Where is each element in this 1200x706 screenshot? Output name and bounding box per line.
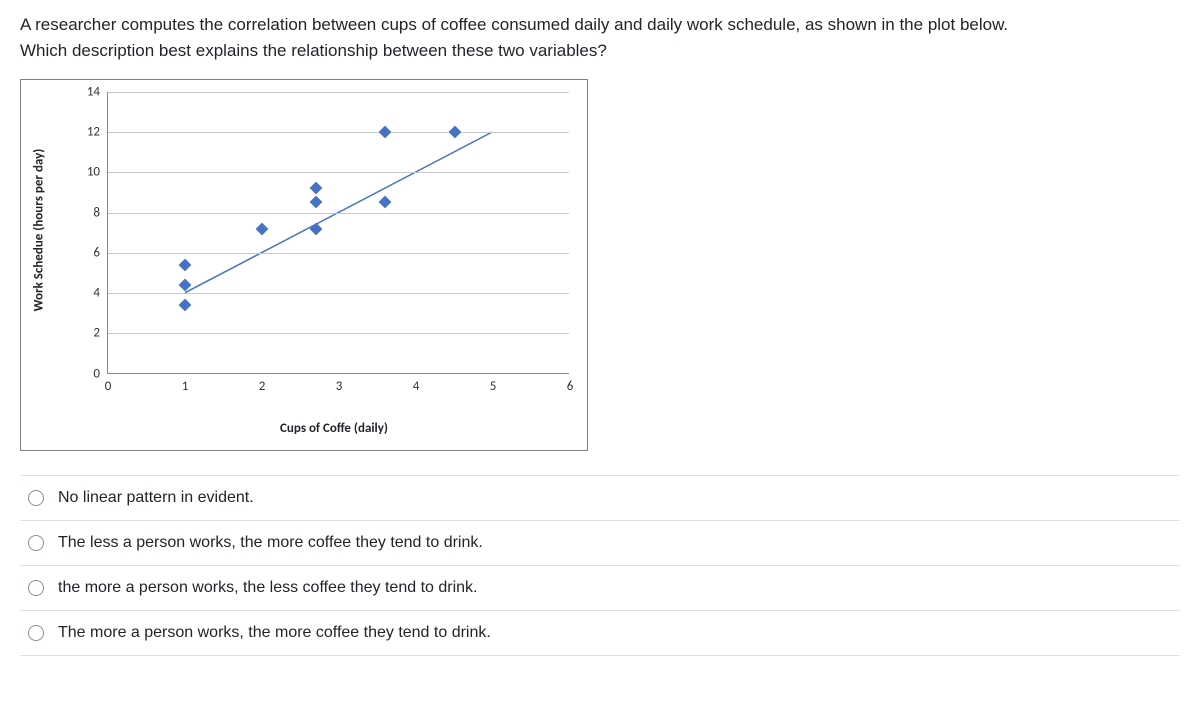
- y-tick-label: 14: [87, 84, 100, 99]
- radio-icon: [28, 580, 44, 596]
- y-tick-label: 0: [93, 366, 100, 381]
- radio-icon: [28, 535, 44, 551]
- y-tick-label: 4: [93, 286, 100, 301]
- y-tick-label: 8: [93, 205, 100, 220]
- y-axis-label: Work Schedue (hours per day): [32, 148, 47, 311]
- radio-icon: [28, 490, 44, 506]
- x-tick-label: 5: [490, 379, 497, 394]
- plot-area: 024681012140123456: [107, 92, 569, 374]
- answer-options: No linear pattern in evident. The less a…: [20, 475, 1180, 656]
- y-tick-label: 12: [87, 124, 100, 139]
- x-tick-label: 0: [105, 379, 112, 394]
- option-label: No linear pattern in evident.: [58, 489, 254, 507]
- y-tick-label: 2: [93, 326, 100, 341]
- grid-line: [108, 213, 569, 214]
- option-d[interactable]: The more a person works, the more coffee…: [20, 611, 1180, 656]
- option-label: the more a person works, the less coffee…: [58, 579, 477, 597]
- option-label: The less a person works, the more coffee…: [58, 534, 483, 552]
- x-tick-label: 6: [567, 379, 574, 394]
- option-a[interactable]: No linear pattern in evident.: [20, 476, 1180, 521]
- grid-line: [108, 253, 569, 254]
- grid-line: [108, 92, 569, 93]
- grid-line: [108, 333, 569, 334]
- x-tick-label: 3: [336, 379, 343, 394]
- option-b[interactable]: The less a person works, the more coffee…: [20, 521, 1180, 566]
- x-axis-label: Cups of Coffe (daily): [21, 421, 587, 436]
- scatter-chart: 024681012140123456 Work Schedue (hours p…: [20, 79, 588, 451]
- y-tick-label: 10: [87, 165, 100, 180]
- trend-line-layer: [108, 92, 569, 373]
- grid-line: [108, 293, 569, 294]
- x-tick-label: 4: [413, 379, 420, 394]
- question-line-1: A researcher computes the correlation be…: [20, 15, 1008, 34]
- y-tick-label: 6: [93, 245, 100, 260]
- question-line-2: Which description best explains the rela…: [20, 41, 607, 60]
- option-c[interactable]: the more a person works, the less coffee…: [20, 566, 1180, 611]
- grid-line: [108, 172, 569, 173]
- radio-icon: [28, 625, 44, 641]
- x-tick-label: 1: [182, 379, 189, 394]
- x-tick-label: 2: [259, 379, 266, 394]
- grid-line: [108, 132, 569, 133]
- question-stem: A researcher computes the correlation be…: [20, 12, 1180, 65]
- option-label: The more a person works, the more coffee…: [58, 624, 491, 642]
